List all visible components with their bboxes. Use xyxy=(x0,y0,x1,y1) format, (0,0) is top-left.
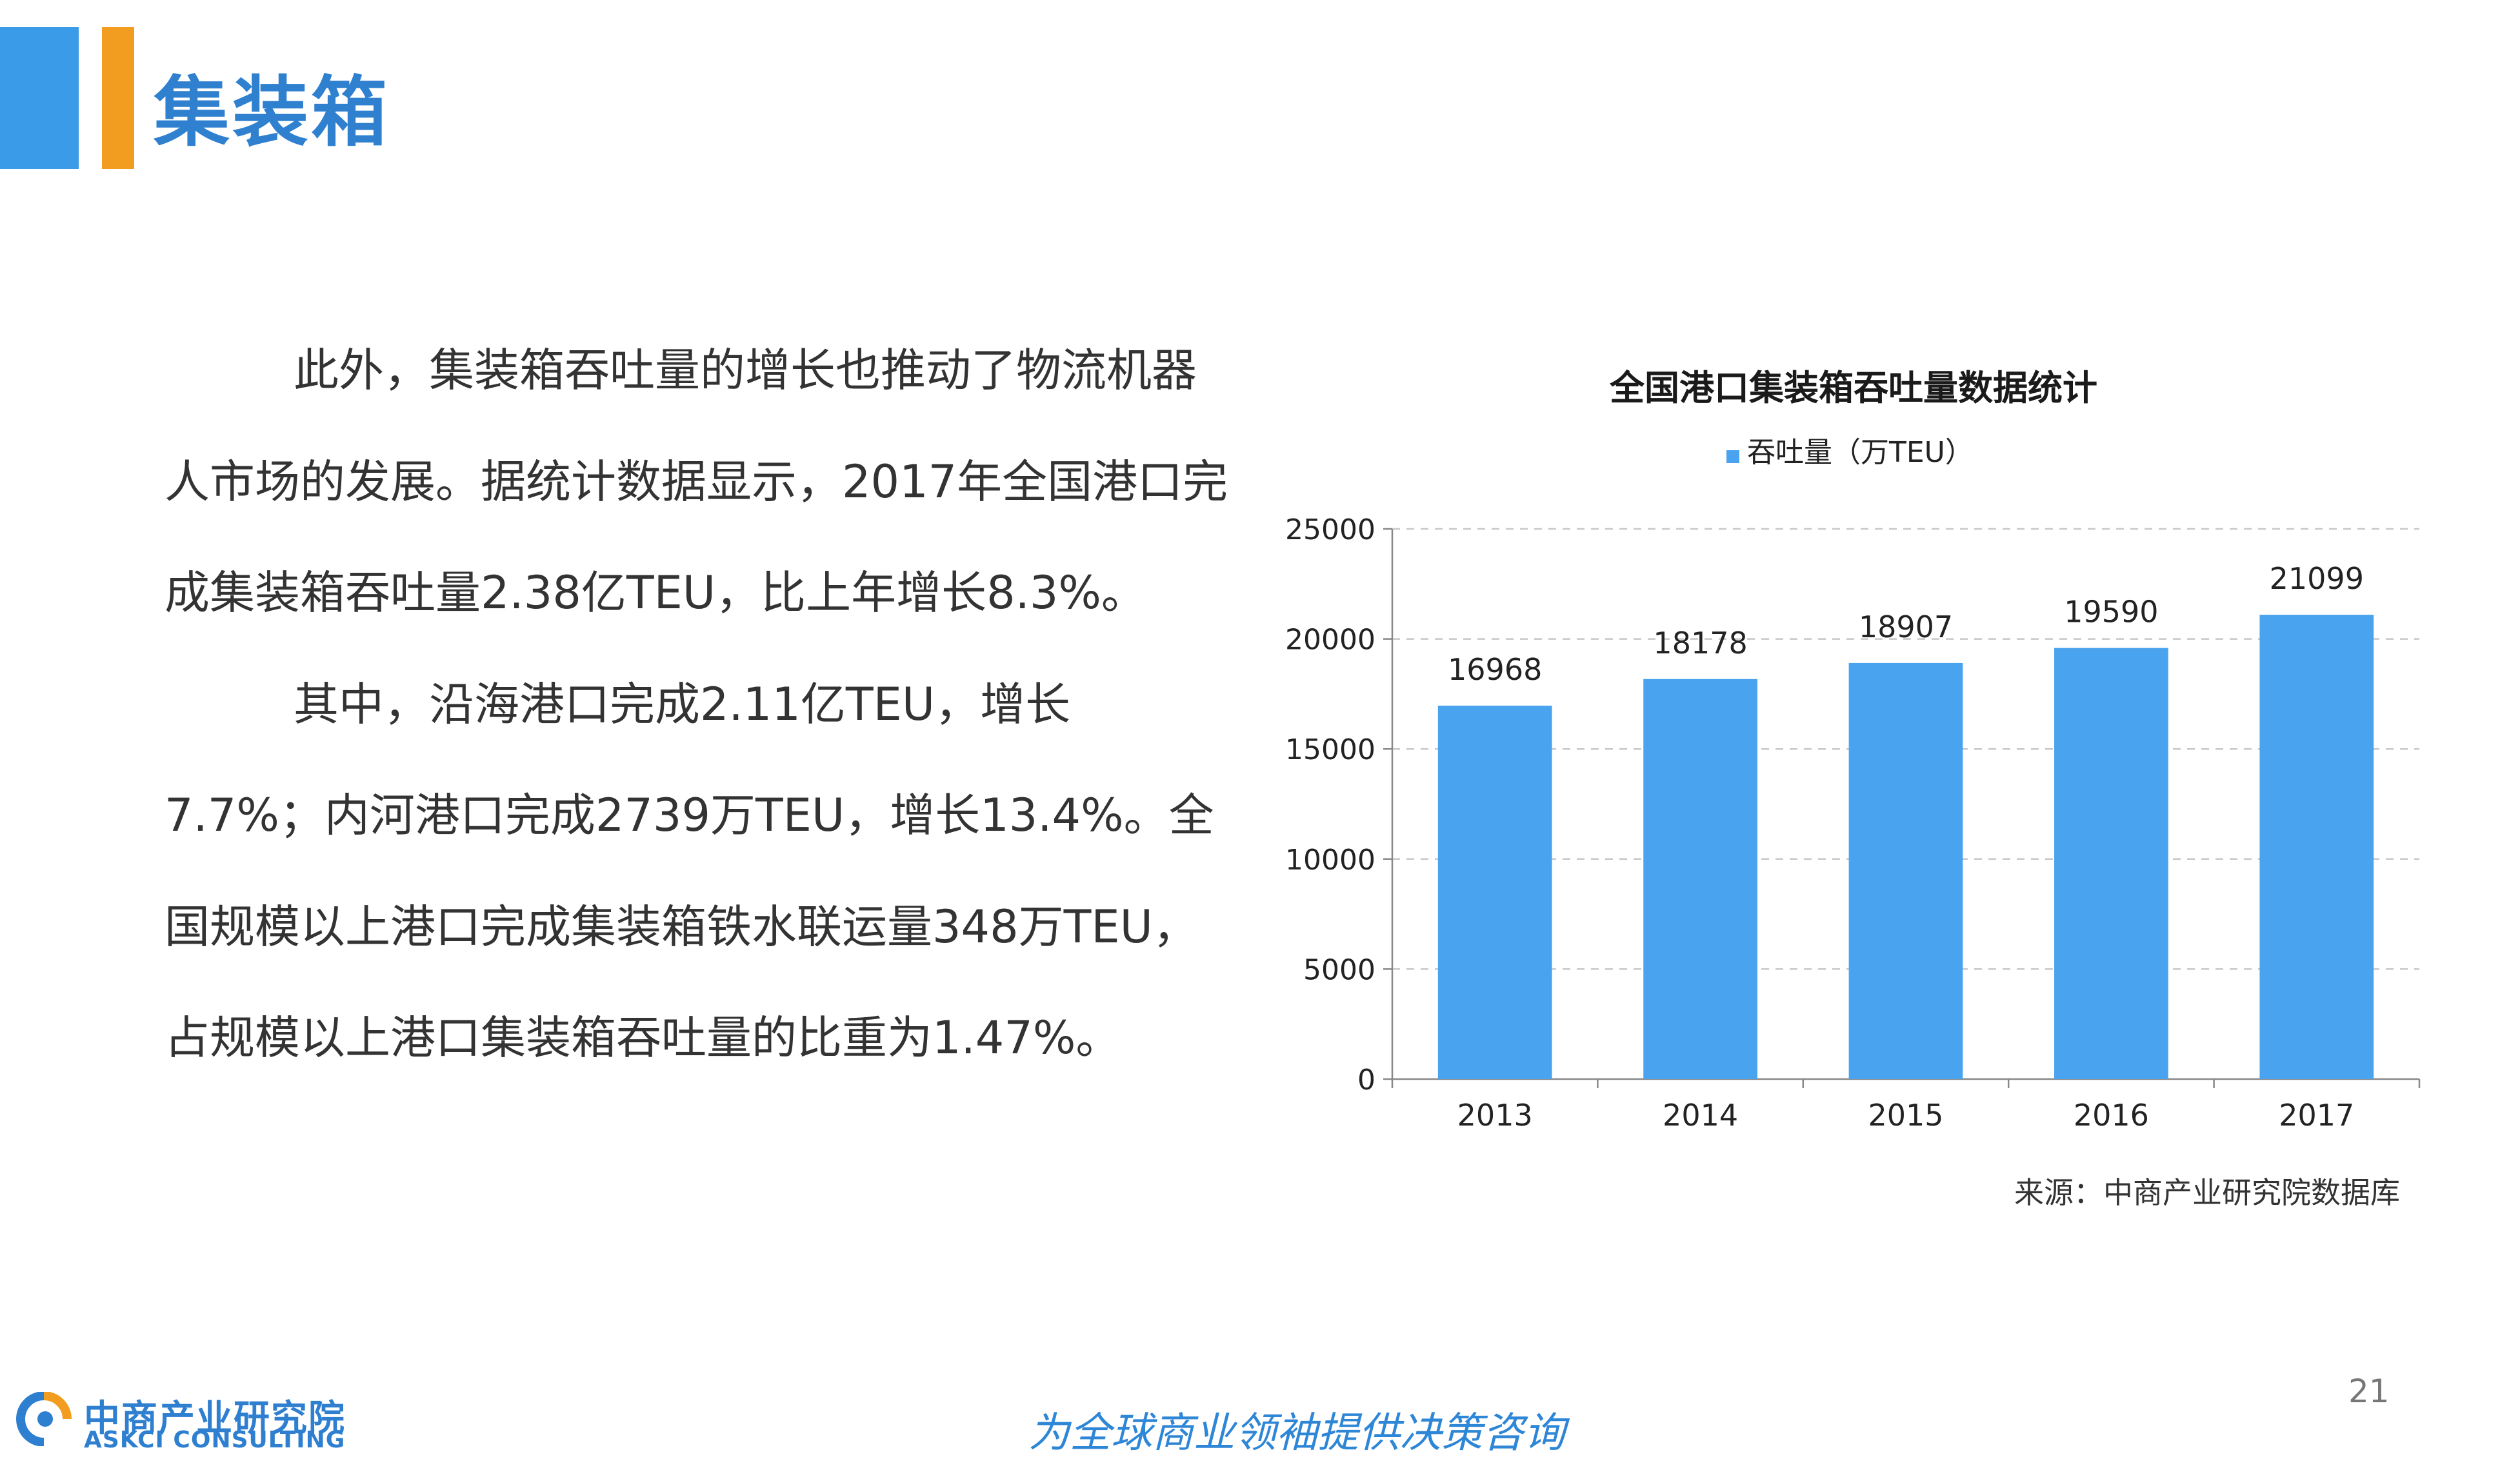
bar-layer xyxy=(1437,615,2374,1079)
data-label-2017: 21099 xyxy=(2270,561,2364,596)
x-tick-label-2017: 2017 xyxy=(2279,1098,2354,1133)
legend-label: 吞吐量（万TEU） xyxy=(1747,436,1974,469)
y-tick-label: 25000 xyxy=(1285,513,1375,546)
logo-english-name: ASKCI CONSULTING xyxy=(84,1427,346,1453)
data-label-2016: 19590 xyxy=(2064,595,2158,630)
bar-2014 xyxy=(1643,679,1757,1079)
paragraph-2: 其中，沿海港口完成2.11亿TEU，增长7.7%；内河港口完成2739万TEU，… xyxy=(165,677,1214,1065)
label-layer: 16968 18178 18907 19590 21099 xyxy=(1448,561,2364,687)
y-tick-label: 5000 xyxy=(1303,953,1375,986)
chart-title: 全国港口集装箱吞吐量数据统计 xyxy=(1609,368,2097,408)
y-tick-label: 20000 xyxy=(1285,624,1375,657)
x-tick-label-2015: 2015 xyxy=(1868,1098,1943,1133)
bar-2017 xyxy=(2259,615,2374,1079)
chart-source: 来源：中商产业研究院数据库 xyxy=(2014,1175,2400,1210)
x-tick-label-2016: 2016 xyxy=(2074,1098,2149,1133)
body-text: 此外，集装箱吞吐量的增长也推动了物流机器人市场的发展。据统计数据显示，2017年… xyxy=(165,315,1229,1094)
data-label-2015: 18907 xyxy=(1859,610,1953,644)
data-label-2013: 16968 xyxy=(1448,652,1542,687)
company-logo: 中商产业研究院 ASKCI CONSULTING xyxy=(12,1392,347,1453)
paragraph-1: 此外，集装箱吞吐量的增长也推动了物流机器人市场的发展。据统计数据显示，2017年… xyxy=(165,344,1228,619)
y-tick-label: 0 xyxy=(1357,1064,1375,1097)
throughput-chart: 全国港口集装箱吞吐量数据统计 吞吐量（万TEU） 0 5000 10000 15000… xyxy=(1239,342,2452,1245)
y-tick-label: 15000 xyxy=(1285,733,1375,766)
y-tick-label: 10000 xyxy=(1285,844,1375,877)
x-tick-label-2013: 2013 xyxy=(1457,1098,1533,1133)
header-accent-blue xyxy=(0,27,79,169)
x-tick-label-2014: 2014 xyxy=(1663,1098,1738,1133)
logo-chinese-name: 中商产业研究院 xyxy=(84,1398,346,1440)
page-title: 集装箱 xyxy=(154,68,390,157)
logo-icon xyxy=(16,1392,72,1446)
chart-svg: 全国港口集装箱吞吐量数据统计 吞吐量（万TEU） 0 5000 10000 15000… xyxy=(1285,368,2421,1210)
bar-2013 xyxy=(1437,706,1552,1079)
page-number: 21 xyxy=(2348,1373,2390,1410)
legend-swatch xyxy=(1726,450,1739,463)
data-label-2014: 18178 xyxy=(1653,626,1747,660)
header-accent-orange xyxy=(102,27,134,169)
footer-slogan: 为全球商业领袖提供决策咨询 xyxy=(1028,1409,1565,1457)
bar-2015 xyxy=(1848,662,1963,1079)
bar-2016 xyxy=(2054,648,2168,1079)
